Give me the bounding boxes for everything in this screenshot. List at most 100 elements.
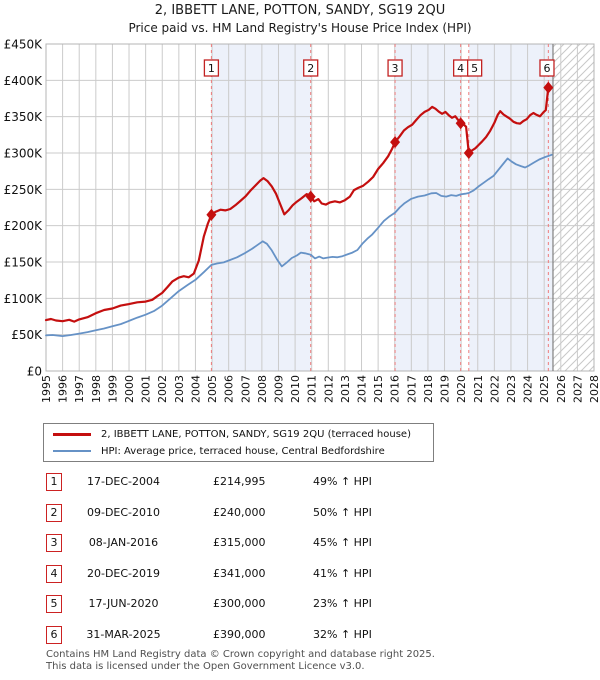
gridlines xyxy=(45,43,595,372)
x-tick-label: 1996 xyxy=(57,375,70,403)
x-tick-label: 1999 xyxy=(106,375,119,403)
y-tick-label: £0 xyxy=(27,365,42,379)
row-number-badge: 3 xyxy=(46,534,62,552)
x-tick-label: 2024 xyxy=(522,375,535,403)
x-tick-label: 2014 xyxy=(356,375,369,403)
table-row: 4 20-DEC-2019 £341,000 41% ↑ HPI xyxy=(46,564,466,583)
x-tick-label: 2010 xyxy=(289,375,302,403)
row-number-badge: 5 xyxy=(46,595,62,613)
page-subtitle: Price paid vs. HM Land Registry's House … xyxy=(128,21,472,35)
x-tick-label: 2022 xyxy=(488,375,501,403)
x-tick-label: 2003 xyxy=(173,375,186,403)
price-line-swatch-icon xyxy=(53,432,91,436)
sale-price: £341,000 xyxy=(213,566,266,580)
x-tick-label: 2023 xyxy=(505,375,518,403)
y-tick-label: £400K xyxy=(4,74,44,88)
sale-flag[interactable]: 2 xyxy=(303,59,319,77)
sale-price: £390,000 xyxy=(213,627,266,641)
x-tick-label: 2013 xyxy=(339,375,352,403)
y-tick-label: £150K xyxy=(4,256,44,270)
sale-diamond-icon xyxy=(390,136,401,149)
x-tick-label: 2009 xyxy=(272,375,285,403)
y-tick-label: £250K xyxy=(4,183,44,197)
sale-diamond-icon xyxy=(305,190,316,203)
y-tick-label: £300K xyxy=(4,147,44,161)
y-tick-label: £50K xyxy=(11,328,43,342)
x-tick-label: 2001 xyxy=(140,375,153,403)
y-tick-label: £450K xyxy=(4,38,44,52)
x-tick-label: 1998 xyxy=(90,375,103,403)
sale-flag[interactable]: 4 xyxy=(453,59,469,77)
plot-border xyxy=(45,43,595,372)
sale-diamond-icon xyxy=(455,117,466,130)
x-tick-label: 2008 xyxy=(256,375,269,403)
legend-row-price: 2, IBBETT LANE, POTTON, SANDY, SG19 2QU … xyxy=(44,425,433,443)
x-tick-label: 2011 xyxy=(306,375,319,403)
sale-flag[interactable]: 6 xyxy=(539,59,555,77)
sale-price: £240,000 xyxy=(213,505,266,519)
table-row: 5 17-JUN-2020 £300,000 23% ↑ HPI xyxy=(46,595,466,613)
footer-line-2: This data is licensed under the Open Gov… xyxy=(46,660,365,672)
svg-text:2: 2 xyxy=(307,62,314,75)
table-row: 3 08-JAN-2016 £315,000 45% ↑ HPI xyxy=(46,534,466,552)
sale-date: 20-DEC-2019 xyxy=(86,566,161,580)
hpi-delta: 32% ↑ HPI xyxy=(313,627,372,641)
legend-label-price: 2, IBBETT LANE, POTTON, SANDY, SG19 2QU … xyxy=(101,428,411,440)
sale-diamond-icon xyxy=(206,208,217,221)
svg-text:6: 6 xyxy=(543,62,550,75)
x-tick-label: 2015 xyxy=(372,375,385,403)
row-number-badge: 6 xyxy=(46,625,62,644)
y-tick-label: £350K xyxy=(4,110,44,124)
x-tick-label: 2028 xyxy=(588,375,600,403)
page-title: 2, IBBETT LANE, POTTON, SANDY, SG19 2QU xyxy=(154,3,446,18)
price-chart: 1 2 3 4 5 6 £0 £50K £100K £150K £200K £250K £300K £35… xyxy=(4,38,600,404)
sale-diamond-icon xyxy=(543,81,554,94)
x-tick-label: 2025 xyxy=(538,375,551,403)
hpi-delta: 49% ↑ HPI xyxy=(313,475,372,488)
x-tick-label: 2018 xyxy=(422,375,435,403)
sale-flag[interactable]: 5 xyxy=(467,59,483,77)
x-tick-label: 2020 xyxy=(455,375,468,403)
y-tick-label: £200K xyxy=(4,219,44,233)
x-tick-label: 2002 xyxy=(156,375,169,403)
sale-date: 31-MAR-2025 xyxy=(86,627,161,641)
hpi-delta: 50% ↑ HPI xyxy=(313,505,372,519)
row-number-badge: 1 xyxy=(46,473,62,491)
sale-flag[interactable]: 1 xyxy=(203,59,220,77)
sale-date: 09-DEC-2010 xyxy=(86,505,161,519)
x-tick-label: 2005 xyxy=(206,375,219,403)
svg-text:5: 5 xyxy=(471,62,478,75)
legend-label-hpi: HPI: Average price, terraced house, Cent… xyxy=(101,445,385,457)
x-tick-label: 2006 xyxy=(223,375,236,403)
price-paid-line xyxy=(44,86,550,323)
legend-row-hpi: HPI: Average price, terraced house, Cent… xyxy=(44,442,433,460)
chart-legend: 2, IBBETT LANE, POTTON, SANDY, SG19 2QU … xyxy=(43,423,434,462)
hpi-delta: 23% ↑ HPI xyxy=(313,597,372,610)
x-tick-label: 2017 xyxy=(405,375,418,403)
x-tick-label: 2021 xyxy=(472,375,485,403)
sale-price: £315,000 xyxy=(213,536,266,549)
x-tick-label: 1997 xyxy=(73,375,86,403)
footer-line-1: Contains HM Land Registry data © Crown c… xyxy=(46,649,435,660)
x-tick-label: 2019 xyxy=(439,375,452,403)
sale-date: 17-JUN-2020 xyxy=(88,597,159,610)
table-row: 1 17-DEC-2004 £214,995 49% ↑ HPI xyxy=(46,473,466,491)
table-row: 2 09-DEC-2010 £240,000 50% ↑ HPI xyxy=(46,503,466,522)
x-tick-label: 2012 xyxy=(322,375,335,403)
sale-flag[interactable]: 3 xyxy=(387,59,403,77)
x-tick-label: 2000 xyxy=(123,375,136,403)
row-number-badge: 2 xyxy=(46,503,62,522)
hpi-line xyxy=(45,153,553,338)
row-number-badge: 4 xyxy=(46,564,62,583)
sale-price: £300,000 xyxy=(213,597,266,610)
sale-date: 17-DEC-2004 xyxy=(86,475,161,488)
sale-price: £214,995 xyxy=(213,475,266,488)
table-row: 6 31-MAR-2025 £390,000 32% ↑ HPI xyxy=(46,625,466,644)
x-tick-label: 2027 xyxy=(571,375,584,403)
x-tick-label: 2007 xyxy=(239,375,252,403)
svg-text:4: 4 xyxy=(457,62,464,75)
sale-date: 08-JAN-2016 xyxy=(88,536,159,549)
hpi-delta: 41% ↑ HPI xyxy=(313,566,372,580)
svg-text:3: 3 xyxy=(392,62,399,75)
